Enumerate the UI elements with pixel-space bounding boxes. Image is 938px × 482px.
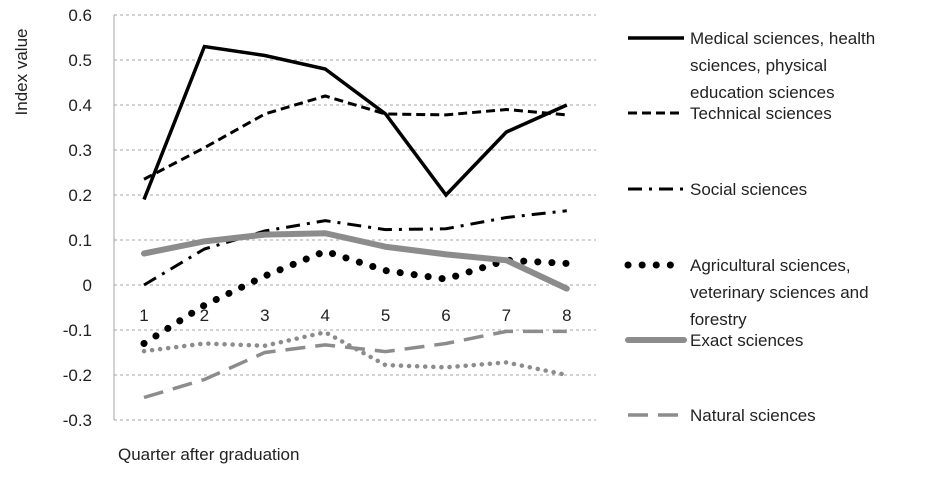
y-tick-label: 0.3 (68, 141, 92, 160)
y-tick-label: 0.5 (68, 51, 92, 70)
y-tick-label: 0 (83, 276, 92, 295)
legend-label: Exact sciences (690, 331, 803, 350)
legend-label: Natural sciences (690, 406, 816, 425)
y-tick-label: 0.2 (68, 186, 92, 205)
y-tick-labels: 0.6 0.5 0.4 0.3 0.2 0.1 0 -0.1 -0.2 -0.3 (63, 6, 92, 430)
gridlines (113, 14, 596, 421)
x-tick-label: 3 (260, 306, 269, 325)
series-lines (140, 44, 571, 400)
y-axis-title: Index value (12, 29, 31, 116)
legend-label: Technical sciences (690, 104, 832, 123)
series-line-1 (143, 94, 567, 181)
y-tick-label: -0.2 (63, 366, 92, 385)
y-tick-label: -0.1 (63, 321, 92, 340)
x-axis-title: Quarter after graduation (118, 445, 299, 464)
series-line-2 (143, 209, 567, 287)
x-tick-label: 4 (320, 306, 329, 325)
series-line-3 (140, 247, 571, 347)
legend-label: forestry (690, 310, 747, 329)
series-line-5 (143, 329, 567, 400)
x-tick-label: 2 (200, 306, 209, 325)
x-tick-label: 6 (441, 306, 450, 325)
legend-label: Social sciences (690, 180, 807, 199)
x-tick-label: 1 (139, 306, 148, 325)
y-tick-label: -0.3 (63, 411, 92, 430)
y-tick-label: 0.4 (68, 96, 92, 115)
y-tick-label: 0.1 (68, 231, 92, 250)
x-tick-labels: 1 2 3 4 5 6 7 8 (139, 306, 571, 325)
series-line-6 (141, 329, 570, 378)
x-tick-label: 7 (502, 306, 511, 325)
x-tick-label: 5 (381, 306, 390, 325)
legend-label: sciences, physical (690, 56, 827, 75)
legend-label: veterinary sciences and (690, 283, 869, 302)
y-tick-label: 0.6 (68, 6, 92, 25)
series-line-4 (141, 230, 570, 292)
x-tick-label: 8 (562, 306, 571, 325)
legend: Medical sciences, health sciences, physic… (624, 29, 875, 425)
legend-label: Agricultural sciences, (690, 256, 851, 275)
series-line-0 (142, 44, 568, 201)
legend-label: Medical sciences, health (690, 29, 875, 48)
legend-label: education sciences (690, 83, 835, 102)
